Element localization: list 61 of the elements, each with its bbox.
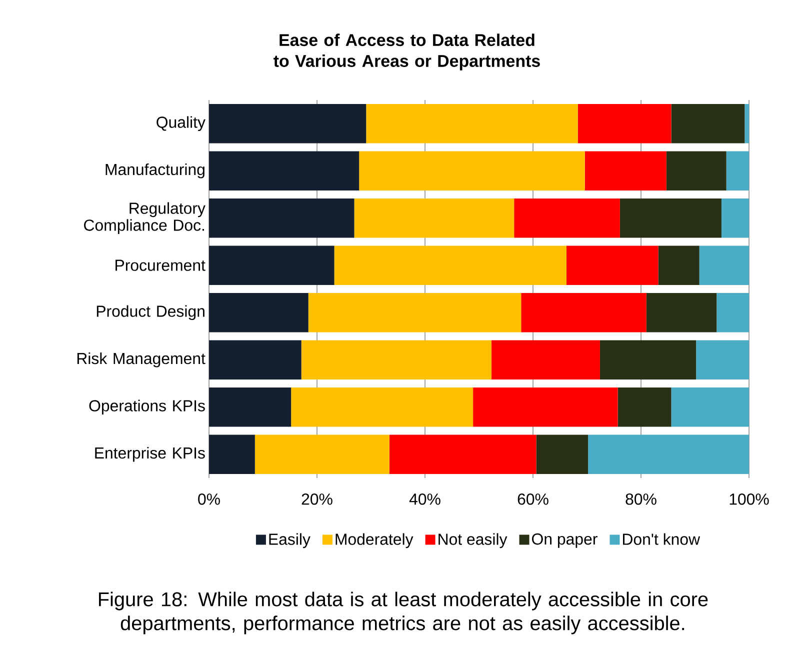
y-tick-label: Enterprise KPIs xyxy=(95,446,205,462)
bar xyxy=(209,246,334,285)
bar xyxy=(578,104,672,144)
x-tick-label: 100% xyxy=(730,494,769,505)
bar xyxy=(620,198,722,238)
caption: Figure 18: While most data is at least moderately accessible in core departments, performance metrics are not as easily accessible. xyxy=(99,592,708,634)
bar xyxy=(209,434,255,474)
bar xyxy=(209,198,354,238)
bar xyxy=(658,246,700,285)
y-tick-label: Procurement xyxy=(116,260,206,271)
bar xyxy=(600,340,696,380)
bar xyxy=(359,151,585,190)
chart-title: Ease of Access to Data Related to Various Areas or Departments xyxy=(274,34,540,70)
y-tick-label: Risk Management xyxy=(77,352,206,368)
bar xyxy=(209,293,308,332)
legend-label: On paper xyxy=(532,533,598,548)
y-tick-label: Product Design xyxy=(96,305,204,320)
bar xyxy=(291,388,474,427)
bar xyxy=(301,340,492,380)
y-tick-label: Regulatory Compliance Doc. xyxy=(84,202,206,234)
bar xyxy=(308,293,522,332)
bar xyxy=(209,340,302,380)
bar xyxy=(366,104,578,144)
bar xyxy=(209,151,360,190)
bar xyxy=(254,434,390,474)
bar xyxy=(566,246,658,285)
bar xyxy=(354,198,514,238)
bar xyxy=(671,104,745,144)
y-tick-label: Manufacturing xyxy=(106,163,204,178)
bar xyxy=(588,434,750,474)
bar xyxy=(209,388,292,427)
bar xyxy=(721,198,750,238)
bar xyxy=(699,246,750,285)
bar xyxy=(491,340,600,380)
bar xyxy=(521,293,646,332)
x-tick-label: 40% xyxy=(409,494,440,505)
bar xyxy=(726,151,750,190)
bar xyxy=(744,104,750,144)
bar xyxy=(716,293,750,332)
bar xyxy=(666,151,726,190)
legend-label: Don't know xyxy=(623,533,700,545)
legend-label: Moderately xyxy=(336,533,414,548)
legend-label: Not easily xyxy=(438,533,508,548)
bar xyxy=(646,293,717,332)
x-tick-label: 80% xyxy=(626,494,656,505)
x-tick-label: 60% xyxy=(518,494,548,505)
bar xyxy=(209,104,366,144)
bar xyxy=(334,246,566,285)
bar xyxy=(618,388,672,427)
x-tick-label: 20% xyxy=(302,494,332,505)
legend-label: Easily xyxy=(269,533,310,548)
x-tick-label: 0% xyxy=(198,494,220,505)
bar xyxy=(389,434,536,474)
bar xyxy=(584,151,666,190)
bar xyxy=(473,388,618,427)
bar xyxy=(696,340,750,380)
y-tick-label: Quality xyxy=(156,116,206,132)
y-tick-label: Operations KPIs xyxy=(89,400,205,415)
bar xyxy=(671,388,750,427)
bar xyxy=(536,434,588,474)
bar xyxy=(514,198,620,238)
